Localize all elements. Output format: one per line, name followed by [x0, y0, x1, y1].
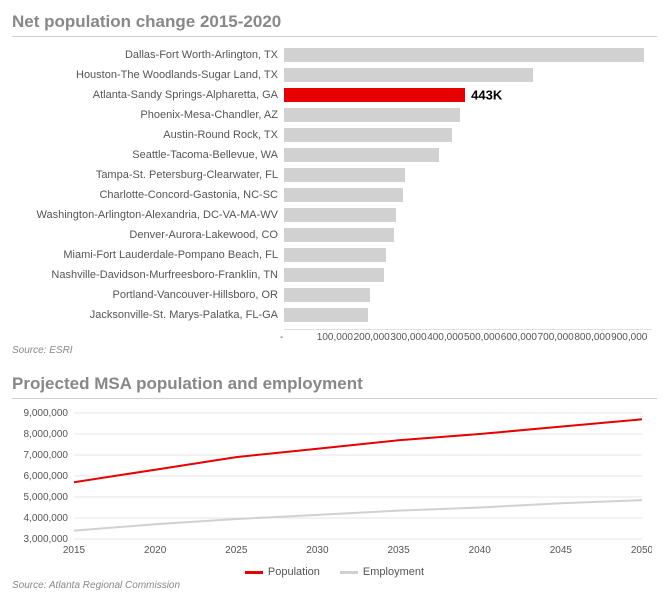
bar-label: Dallas-Fort Worth-Arlington, TX — [12, 49, 284, 61]
line-series-employment — [74, 500, 642, 530]
bar-label: Tampa-St. Petersburg-Clearwater, FL — [12, 169, 284, 181]
legend-label: Population — [268, 566, 320, 578]
y-tick-label: 7,000,000 — [24, 450, 69, 461]
bar-fill — [284, 48, 644, 62]
bar-fill — [284, 228, 394, 242]
bar-label: Nashville-Davidson-Murfreesboro-Franklin… — [12, 269, 284, 281]
x-tick-label: 2035 — [387, 545, 410, 556]
x-tick-label: 2015 — [63, 545, 86, 556]
bar-label: Portland-Vancouver-Hillsboro, OR — [12, 289, 284, 301]
bar-row: Charlotte-Concord-Gastonia, NC-SC — [12, 185, 652, 205]
bar-fill — [284, 248, 386, 262]
bar-row: Tampa-St. Petersburg-Clearwater, FL — [12, 165, 652, 185]
x-tick-label: 2045 — [550, 545, 573, 556]
y-tick-label: 6,000,000 — [24, 471, 69, 482]
legend-label: Employment — [363, 566, 424, 578]
bar-x-tick: 300,000 — [390, 332, 431, 343]
line-chart-legend: Population Employment — [12, 566, 657, 578]
x-tick-label: 2025 — [225, 545, 248, 556]
bar-row: Dallas-Fort Worth-Arlington, TX — [12, 45, 652, 65]
bar-label: Seattle-Tacoma-Bellevue, WA — [12, 149, 284, 161]
y-tick-label: 3,000,000 — [24, 534, 69, 545]
line-chart: 3,000,000 4,000,000 5,000,000 6,000,000 7,00… — [12, 407, 652, 562]
y-tick-label: 9,000,000 — [24, 408, 69, 419]
bar-callout: 443K — [471, 88, 502, 103]
bar-label: Atlanta-Sandy Springs-Alpharetta, GA — [12, 89, 284, 101]
y-tick-label: 5,000,000 — [24, 492, 69, 503]
bar-x-tick: 500,000 — [464, 332, 505, 343]
bar-label: Washington-Arlington-Alexandria, DC-VA-M… — [12, 209, 284, 221]
bar-x-tick: 600,000 — [501, 332, 542, 343]
x-tick-label: 2020 — [144, 545, 167, 556]
bar-chart-source: Source: ESRI — [12, 345, 657, 356]
bar-fill — [284, 168, 405, 182]
bar-fill — [284, 308, 368, 322]
bar-fill — [284, 68, 533, 82]
bar-fill — [284, 128, 452, 142]
bar-x-tick: 900,000 — [611, 332, 652, 343]
y-tick-label: 4,000,000 — [24, 513, 69, 524]
bar-x-tick: 400,000 — [427, 332, 468, 343]
bar-label: Austin-Round Rock, TX — [12, 129, 284, 141]
line-series-population — [74, 419, 642, 482]
bar-row: Houston-The Woodlands-Sugar Land, TX — [12, 65, 652, 85]
bar-row: Denver-Aurora-Lakewood, CO — [12, 225, 652, 245]
bar-row: Seattle-Tacoma-Bellevue, WA — [12, 145, 652, 165]
bar-fill-highlight: 443K — [284, 88, 465, 102]
bar-x-tick: - — [280, 332, 321, 343]
bar-label: Phoenix-Mesa-Chandler, AZ — [12, 109, 284, 121]
legend-item: Population — [245, 566, 320, 578]
x-tick-label: 2040 — [469, 545, 492, 556]
bar-x-tick: 200,000 — [354, 332, 395, 343]
legend-item: Employment — [340, 566, 424, 578]
bar-fill — [284, 288, 370, 302]
bar-chart-x-axis: -100,000200,000300,000400,000500,000600,… — [284, 329, 652, 343]
bar-row: Phoenix-Mesa-Chandler, AZ — [12, 105, 652, 125]
bar-row: Washington-Arlington-Alexandria, DC-VA-M… — [12, 205, 652, 225]
bar-fill — [284, 148, 439, 162]
bar-fill — [284, 208, 396, 222]
bar-x-tick: 800,000 — [574, 332, 615, 343]
line-chart-title: Projected MSA population and employment — [12, 374, 657, 399]
bar-label: Denver-Aurora-Lakewood, CO — [12, 229, 284, 241]
bar-label: Miami-Fort Lauderdale-Pompano Beach, FL — [12, 249, 284, 261]
bar-fill — [284, 108, 460, 122]
y-tick-label: 8,000,000 — [24, 429, 69, 440]
bar-x-tick: 700,000 — [538, 332, 579, 343]
legend-swatch — [340, 571, 358, 574]
bar-label: Charlotte-Concord-Gastonia, NC-SC — [12, 189, 284, 201]
bar-fill — [284, 188, 403, 202]
bar-row: Miami-Fort Lauderdale-Pompano Beach, FL — [12, 245, 652, 265]
bar-x-tick: 100,000 — [317, 332, 358, 343]
bar-row: Nashville-Davidson-Murfreesboro-Franklin… — [12, 265, 652, 285]
bar-chart-title: Net population change 2015-2020 — [12, 12, 657, 37]
x-tick-label: 2050 — [631, 545, 652, 556]
bar-row: Portland-Vancouver-Hillsboro, OR — [12, 285, 652, 305]
bar-fill — [284, 268, 384, 282]
legend-swatch — [245, 571, 263, 574]
bar-row: Atlanta-Sandy Springs-Alpharetta, GA443K — [12, 85, 652, 105]
bar-row: Jacksonville-St. Marys-Palatka, FL-GA — [12, 305, 652, 325]
bar-row: Austin-Round Rock, TX — [12, 125, 652, 145]
line-chart-source: Source: Atlanta Regional Commission — [12, 580, 657, 591]
bar-label: Jacksonville-St. Marys-Palatka, FL-GA — [12, 309, 284, 321]
bar-label: Houston-The Woodlands-Sugar Land, TX — [12, 69, 284, 81]
bar-chart: Dallas-Fort Worth-Arlington, TX Houston-T… — [12, 45, 652, 325]
x-tick-label: 2030 — [306, 545, 329, 556]
